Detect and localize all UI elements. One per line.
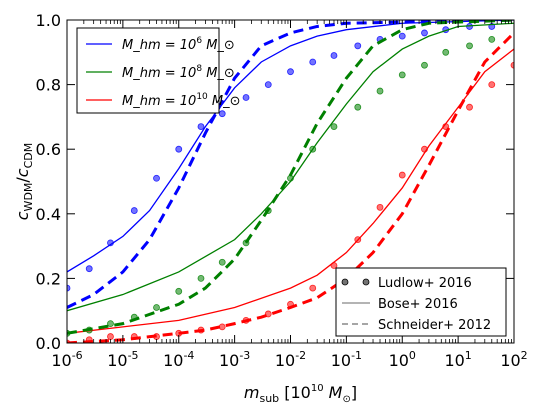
plot-area	[67, 20, 514, 343]
series-0-point-10	[287, 68, 294, 76]
series-2-point-11	[309, 284, 317, 292]
series-2-solid-line	[67, 48, 514, 334]
y-tick-label-3: 0.6	[36, 140, 61, 159]
series-1-point-16	[421, 61, 428, 69]
x-tick-label-2: 10-4	[163, 349, 194, 370]
legend-style-marker-0-b	[362, 278, 370, 286]
x-tick-label-3: 10-3	[219, 349, 250, 370]
y-tick-label-1: 0.2	[36, 269, 61, 288]
x-tick-label-7: 101	[444, 349, 471, 370]
series-2-point-19	[488, 81, 496, 88]
series-1-point-6	[197, 274, 205, 282]
series-0-point-16	[421, 29, 428, 37]
legend-mass-label-1: M_hm = 108 M_⊙	[122, 64, 235, 81]
legend-style-label-2: Schneider+ 2012	[378, 318, 491, 333]
series-1-point-17	[442, 48, 450, 56]
legend-style: Ludlow+ 2016 Bose+ 2016 Schneider+ 2012	[335, 267, 507, 337]
series-0-point-3	[130, 207, 138, 214]
series-1-point-4	[153, 304, 160, 311]
series-1-point-7	[218, 258, 226, 266]
legend-mass-label-2: M_hm = 1010 M_⊙	[122, 92, 241, 109]
y-axis-label: cWDM/cCDM	[13, 143, 35, 220]
y-tick-label-4: 0.8	[36, 76, 61, 95]
series-0-point-5	[175, 145, 183, 153]
series-1-point-14	[376, 87, 384, 95]
series-1-point-2	[107, 320, 114, 328]
series-0-point-1	[85, 265, 93, 273]
series-0-point-0	[67, 284, 71, 292]
series-1-point-15	[398, 71, 406, 79]
legend-style-marker-0-a	[341, 278, 349, 286]
series-2-point-20	[510, 61, 514, 69]
x-tick-label-1: 10-5	[107, 349, 138, 370]
series-0-point-9	[264, 81, 272, 88]
series-1-point-19	[488, 35, 496, 43]
legend-mass-box	[76, 27, 220, 114]
series-2-dashed-line	[67, 31, 514, 343]
x-tick-label-0: 10-6	[51, 349, 82, 370]
series-0-point-12	[330, 52, 338, 59]
series-1-point-12	[330, 123, 338, 130]
legend-style-label-0: Ludlow+ 2016	[378, 276, 472, 291]
series-0-point-7	[218, 110, 226, 118]
x-tick-label-5: 10-1	[331, 349, 362, 370]
x-tick-label-4: 10-2	[275, 349, 306, 370]
series-2-point-18	[466, 103, 473, 111]
series-1-point-5	[175, 287, 183, 295]
series-1-solid-line	[67, 22, 514, 312]
series-0-point-4	[153, 174, 160, 182]
series-0-point-13	[354, 42, 362, 50]
y-tick-label-0: 0.0	[36, 334, 61, 353]
series-2-point-9	[264, 310, 272, 318]
x-tick-label-8: 102	[500, 349, 527, 370]
series-2-point-14	[376, 203, 384, 211]
x-tick-label-6: 100	[389, 349, 416, 370]
legend-style-label-1: Bose+ 2016	[378, 297, 458, 312]
series-0-point-6	[197, 123, 205, 130]
x-axis-label: msub [1010 M⊙]	[244, 383, 357, 405]
y-tick-label-5: 1.0	[36, 11, 61, 30]
legend-mass-label-0: M_hm = 106 M_⊙	[122, 36, 235, 53]
series-0-dashed-line	[67, 20, 514, 309]
series-1-dashed-line	[67, 20, 514, 335]
series-1-point-13	[354, 103, 362, 111]
series-2-point-2	[107, 333, 114, 340]
series-0-point-15	[398, 32, 406, 40]
legend-mass: M_hm = 106 M_⊙ M_hm = 108 M_⊙ M_hm = 1010 …	[76, 27, 241, 114]
series-1-point-18	[466, 42, 473, 50]
series-0-point-11	[309, 58, 317, 66]
y-tick-label-2: 0.4	[36, 205, 61, 224]
series-0-point-8	[242, 94, 250, 101]
series-0-solid-line	[67, 20, 514, 273]
series-2-point-7	[218, 323, 226, 331]
series-2-point-15	[398, 171, 406, 179]
